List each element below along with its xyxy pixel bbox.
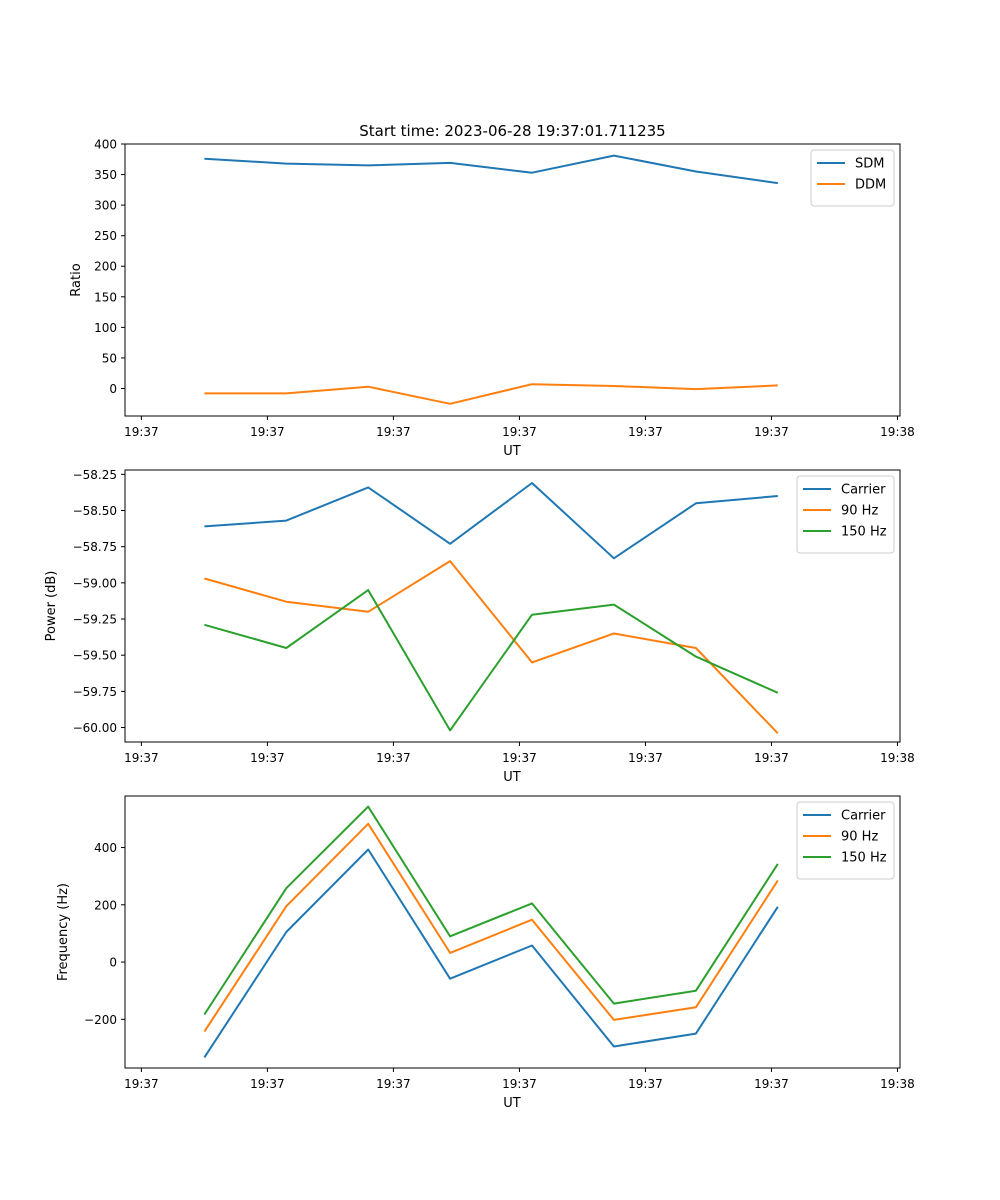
y-tick-label: −60.00 <box>73 721 117 735</box>
series-line-150-hz <box>204 589 779 732</box>
x-tick-label: 19:37 <box>124 751 159 765</box>
x-tick-label: 19:37 <box>124 1077 159 1091</box>
series-line-carrier <box>203 848 779 1058</box>
series-line-ddm <box>204 383 778 405</box>
y-tick-label: 150 <box>94 290 117 304</box>
x-tick-label: 19:37 <box>376 425 411 439</box>
x-tick-label: 19:37 <box>502 1077 537 1091</box>
series-line-150-hz <box>203 805 779 1016</box>
x-tick-label: 19:37 <box>628 1077 663 1091</box>
y-tick-label: 200 <box>94 898 117 912</box>
legend: Carrier 90 Hz 150 Hz <box>796 801 895 880</box>
y-axis-label: Ratio <box>69 263 84 296</box>
chart-panel-2: 19:37 19:37 19:37 19:37 19:37 19:37 19:38 −60.0… <box>44 468 915 785</box>
legend-label: Carrier <box>841 483 886 498</box>
figure-title: Start time: 2023-06-28 19:37:01.711235 <box>359 122 665 140</box>
y-axis-label: Power (dB) <box>44 571 59 642</box>
y-tick-label: −59.00 <box>73 576 117 590</box>
x-tick-label: 19:37 <box>376 751 411 765</box>
x-tick-label: 19:37 <box>124 425 159 439</box>
legend-label: 150 Hz <box>841 525 887 540</box>
x-axis-label: UT <box>503 770 521 785</box>
x-tick-label: 19:37 <box>502 751 537 765</box>
x-tick-label: 19:37 <box>250 751 285 765</box>
x-tick-label: 19:37 <box>754 751 789 765</box>
x-tick-label: 19:37 <box>754 425 789 439</box>
y-tick-label: −59.50 <box>73 649 117 663</box>
y-tick-label: 50 <box>102 351 117 365</box>
x-tick-label: 19:37 <box>250 1077 285 1091</box>
chart-panel-3: 19:37 19:37 19:37 19:37 19:37 19:37 19:38 −200 0… <box>56 795 915 1111</box>
y-tick-label: 0 <box>109 382 117 396</box>
legend: SDM DDM <box>810 149 895 207</box>
series-line-90-hz <box>204 560 779 734</box>
legend-box <box>796 475 895 554</box>
x-tick-label: 19:37 <box>250 425 285 439</box>
axes-frame <box>124 795 901 1069</box>
x-axis-label: UT <box>503 444 521 459</box>
x-tick-label: 19:37 <box>628 425 663 439</box>
legend: Carrier 90 Hz 150 Hz <box>796 475 895 554</box>
x-tick-label: 19:37 <box>376 1077 411 1091</box>
x-tick-label: 19:37 <box>628 751 663 765</box>
y-tick-label: 200 <box>94 260 117 274</box>
legend-label: 90 Hz <box>841 504 878 519</box>
x-tick-label: 19:37 <box>754 1077 789 1091</box>
chart-panel-1: 19:37 19:37 19:37 19:37 19:37 19:37 19:38 0 50 10… <box>69 138 915 460</box>
y-tick-label: −58.25 <box>73 468 117 482</box>
legend-box <box>796 801 895 880</box>
axes-frame <box>124 143 901 417</box>
legend-label: Carrier <box>841 809 886 824</box>
y-tick-label: −58.75 <box>73 540 117 554</box>
series-line-sdm <box>204 154 778 185</box>
legend-label: 150 Hz <box>841 851 887 866</box>
legend-label: SDM <box>855 157 884 172</box>
y-axis-label: Frequency (Hz) <box>56 883 71 981</box>
x-tick-label: 19:37 <box>502 425 537 439</box>
y-tick-label: 0 <box>109 956 117 970</box>
y-tick-label: 400 <box>94 841 117 855</box>
x-axis-label: UT <box>503 1096 521 1111</box>
y-tick-label: −59.25 <box>73 613 117 627</box>
x-tick-label: 19:38 <box>880 425 915 439</box>
series-line-carrier <box>204 482 778 560</box>
legend-label: DDM <box>855 178 886 193</box>
axes-frame <box>124 469 901 743</box>
y-tick-label: 300 <box>94 199 117 213</box>
y-tick-label: 350 <box>94 168 117 182</box>
series-line-90-hz <box>203 822 779 1033</box>
y-tick-label: 400 <box>94 138 117 152</box>
y-tick-label: 250 <box>94 229 117 243</box>
y-tick-label: 100 <box>94 321 117 335</box>
y-tick-label: −59.75 <box>73 685 117 699</box>
y-tick-label: −200 <box>84 1013 117 1027</box>
x-tick-label: 19:38 <box>880 751 915 765</box>
x-tick-label: 19:38 <box>880 1077 915 1091</box>
legend-label: 90 Hz <box>841 830 878 845</box>
y-tick-label: −58.50 <box>73 504 117 518</box>
